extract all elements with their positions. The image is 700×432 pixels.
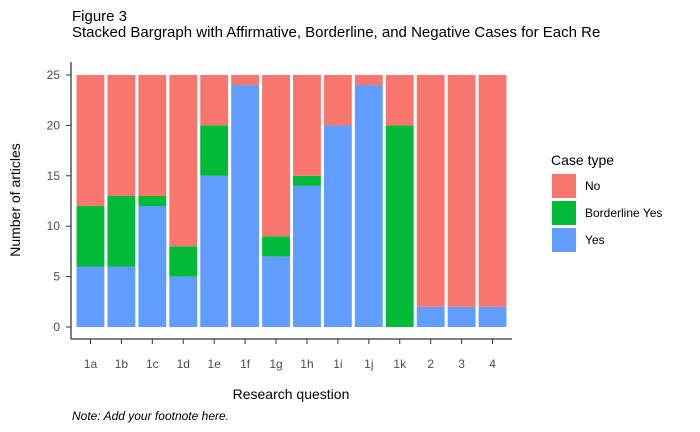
- bar-segment-1a-borderline-yes: [76, 206, 105, 267]
- x-tick-label: 1k: [393, 357, 407, 371]
- legend: Case type No Borderline Yes Yes: [551, 152, 662, 252]
- x-axis-title: Research question: [233, 386, 350, 402]
- x-tick-label: 1j: [364, 357, 373, 371]
- bar-segment-1g-borderline-yes: [262, 236, 290, 257]
- x-ticks-group: 1a 1b 1c 1d 1e 1f 1g 1h 1i 1j 1k 2 3 4: [84, 339, 496, 371]
- y-tick-label: 0: [53, 320, 60, 334]
- y-ticks-group: 0 5 10 15 20 25: [47, 68, 71, 334]
- y-tick-label: 15: [47, 169, 61, 183]
- bar-segment-1f-yes: [231, 85, 260, 327]
- bar-segment-1g-yes: [262, 256, 290, 327]
- x-tick-label: 1a: [84, 357, 98, 371]
- footnote: Note: Add your footnote here.: [72, 409, 229, 423]
- y-tick-label: 5: [53, 270, 60, 284]
- bar-segment-1i-no: [323, 75, 352, 126]
- legend-label-borderline-yes: Borderline Yes: [585, 206, 662, 220]
- x-tick-label: 1g: [269, 357, 282, 371]
- bar-segment-1c-no: [138, 75, 167, 196]
- legend-label-yes: Yes: [585, 233, 605, 247]
- x-tick-label: 2: [427, 357, 434, 371]
- bar-segment-1k-no: [385, 75, 414, 126]
- bar-segment-1c-yes: [138, 206, 167, 327]
- x-tick-label: 1h: [300, 357, 313, 371]
- x-tick-label: 1d: [177, 357, 190, 371]
- bar-segment-1b-yes: [107, 266, 136, 327]
- x-tick-label: 1i: [333, 357, 342, 371]
- figure-label: Figure 3: [72, 8, 128, 25]
- bar-segment-1g-no: [262, 75, 290, 237]
- y-tick-label: 20: [47, 118, 61, 132]
- bar-segment-1b-borderline-yes: [107, 195, 136, 267]
- x-tick-label: 1e: [207, 357, 221, 371]
- bar-segment-1k-borderline-yes: [385, 125, 414, 328]
- bar-segment-1d-no: [169, 75, 198, 247]
- bar-segment-4-yes: [478, 306, 507, 327]
- bar-segment-1f-no: [231, 75, 260, 86]
- x-tick-label: 3: [458, 357, 465, 371]
- bar-segment-3-no: [447, 75, 476, 307]
- y-axis-title: Number of articles: [7, 143, 23, 257]
- bar-segment-1d-borderline-yes: [169, 246, 198, 277]
- legend-swatch-borderline-yes: [552, 201, 576, 225]
- legend-title: Case type: [551, 152, 614, 168]
- x-tick-label: 1c: [146, 357, 159, 371]
- bar-segment-1e-yes: [200, 175, 229, 327]
- bar-segment-1e-no: [200, 75, 229, 126]
- legend-swatch-no: [552, 174, 576, 198]
- bar-segment-1b-no: [107, 75, 136, 196]
- bar-segment-1j-yes: [354, 85, 383, 327]
- bars-group: [76, 75, 507, 328]
- bar-segment-1e-borderline-yes: [200, 125, 229, 176]
- x-tick-label: 1b: [115, 357, 129, 371]
- bar-segment-1c-borderline-yes: [138, 195, 167, 207]
- bar-segment-1i-yes: [323, 125, 352, 328]
- legend-swatch-yes: [552, 228, 576, 252]
- bar-segment-2-no: [416, 75, 445, 307]
- bar-segment-1h-no: [293, 75, 321, 176]
- bar-segment-1a-no: [76, 75, 105, 207]
- bar-segment-2-yes: [416, 306, 445, 327]
- y-tick-label: 10: [47, 219, 61, 233]
- bar-segment-1a-yes: [76, 266, 105, 327]
- bar-segment-1h-borderline-yes: [293, 175, 321, 186]
- y-tick-label: 25: [47, 68, 61, 82]
- axes-group: [70, 62, 512, 340]
- bar-segment-1j-no: [354, 75, 383, 86]
- x-tick-label: 1f: [240, 357, 251, 371]
- bar-segment-1d-yes: [169, 276, 198, 327]
- bar-segment-4-no: [478, 75, 507, 307]
- x-tick-label: 4: [489, 357, 496, 371]
- bar-segment-3-yes: [447, 306, 476, 327]
- legend-label-no: No: [585, 179, 601, 193]
- figure-title: Stacked Bargraph with Affirmative, Borde…: [72, 24, 601, 41]
- bar-segment-1h-yes: [293, 185, 321, 327]
